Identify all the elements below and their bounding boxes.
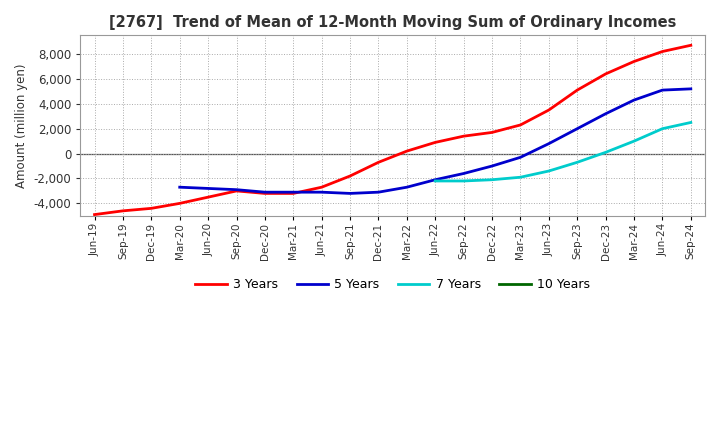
5 Years [630,97,639,103]
3 Years [544,107,553,113]
5 Years [573,126,582,131]
3 Years [318,184,326,190]
7 Years [516,175,525,180]
3 Years [147,206,156,211]
3 Years [90,212,99,217]
7 Years [431,178,440,183]
3 Years [289,191,297,196]
5 Years [346,191,354,196]
5 Years [544,141,553,146]
5 Years [516,155,525,160]
5 Years [459,171,468,176]
3 Years [431,140,440,145]
7 Years [544,169,553,174]
Title: [2767]  Trend of Mean of 12-Month Moving Sum of Ordinary Incomes: [2767] Trend of Mean of 12-Month Moving … [109,15,676,30]
3 Years [573,88,582,93]
3 Years [658,49,667,54]
7 Years [459,178,468,183]
5 Years [289,190,297,195]
5 Years [176,184,184,190]
3 Years [232,188,240,194]
3 Years [119,208,127,213]
5 Years [431,177,440,182]
5 Years [601,111,610,117]
5 Years [261,190,269,195]
3 Years [261,191,269,196]
5 Years [402,184,411,190]
3 Years [686,43,695,48]
5 Years [204,186,212,191]
3 Years [176,201,184,206]
7 Years [573,160,582,165]
Legend: 3 Years, 5 Years, 7 Years, 10 Years: 3 Years, 5 Years, 7 Years, 10 Years [190,273,595,296]
3 Years [487,130,496,135]
5 Years [658,88,667,93]
5 Years [374,190,383,195]
5 Years [232,187,240,192]
5 Years [686,86,695,92]
5 Years [318,190,326,195]
3 Years [402,148,411,154]
7 Years [686,120,695,125]
3 Years [601,71,610,77]
7 Years [487,177,496,182]
Line: 5 Years: 5 Years [180,89,690,194]
3 Years [516,122,525,128]
5 Years [487,163,496,169]
3 Years [459,133,468,139]
3 Years [374,160,383,165]
7 Years [658,126,667,131]
3 Years [204,194,212,200]
Line: 7 Years: 7 Years [436,122,690,181]
7 Years [630,139,639,144]
3 Years [346,173,354,179]
Line: 3 Years: 3 Years [94,45,690,215]
3 Years [630,59,639,64]
Y-axis label: Amount (million yen): Amount (million yen) [15,63,28,188]
7 Years [601,150,610,155]
